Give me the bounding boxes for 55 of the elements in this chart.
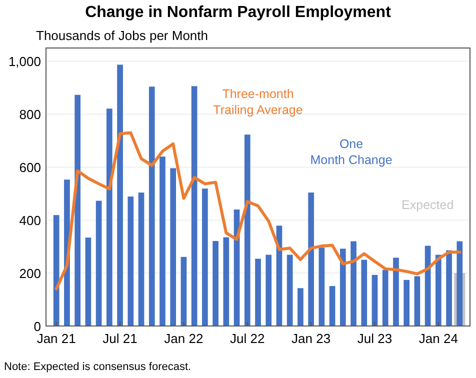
bar xyxy=(180,256,187,326)
bar xyxy=(106,108,112,326)
bar xyxy=(340,248,346,326)
bar xyxy=(266,254,272,326)
y-tick-label: 1,000 xyxy=(8,54,41,70)
bar xyxy=(382,270,388,326)
bar xyxy=(329,286,336,326)
line-series xyxy=(54,131,462,290)
bar xyxy=(446,250,452,326)
y-tick-label: 200 xyxy=(19,266,41,282)
x-tick-label: Jul 22 xyxy=(230,331,265,346)
text: Three-month Trailing Average xyxy=(213,87,303,118)
y-tick-label: 600 xyxy=(19,160,41,176)
bar xyxy=(96,200,102,326)
bar xyxy=(404,280,410,326)
bar xyxy=(456,241,463,326)
bar xyxy=(117,64,123,326)
x-tick-label: Jul 23 xyxy=(357,331,392,346)
x-tick-label: Jan 21 xyxy=(36,331,76,346)
bar xyxy=(170,168,176,326)
bar xyxy=(74,94,80,326)
x-tick-label: Jul 21 xyxy=(102,331,138,346)
bar xyxy=(148,86,155,326)
bar xyxy=(318,248,325,326)
bar xyxy=(255,258,261,326)
text: One Month Change xyxy=(310,137,392,168)
bar xyxy=(191,86,198,326)
x-tick-label: Jan 22 xyxy=(164,331,204,346)
bar xyxy=(244,134,250,326)
bar xyxy=(361,260,368,326)
x-tick-label: Jan 24 xyxy=(418,331,458,346)
bar xyxy=(308,192,314,326)
bar xyxy=(350,241,356,326)
chart-title: Change in Nonfarm Payroll Employment xyxy=(85,4,392,21)
bar xyxy=(436,254,442,326)
bar xyxy=(202,188,208,326)
bar xyxy=(212,241,218,326)
y-axis-title: Thousands of Jobs per Month xyxy=(36,28,208,43)
bar xyxy=(138,192,144,326)
y-tick-label: 800 xyxy=(19,107,41,122)
y-tick-label: 0 xyxy=(34,319,41,334)
bar xyxy=(85,238,92,326)
x-tick-label: Jan 23 xyxy=(292,331,331,346)
bar xyxy=(160,156,166,326)
bar xyxy=(128,196,134,326)
text: Note: Expected is consensus forecast. xyxy=(4,361,192,373)
bar xyxy=(372,274,378,326)
bar xyxy=(53,215,60,326)
text: Expected xyxy=(402,198,454,212)
bar xyxy=(414,276,420,326)
bar xyxy=(393,258,399,326)
bar xyxy=(298,288,304,326)
y-tick-label: 400 xyxy=(19,213,41,228)
bar xyxy=(223,237,230,326)
bar xyxy=(286,254,293,326)
